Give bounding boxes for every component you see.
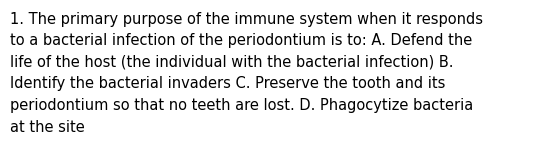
- Text: 1. The primary purpose of the immune system when it responds
to a bacterial infe: 1. The primary purpose of the immune sys…: [10, 12, 483, 135]
